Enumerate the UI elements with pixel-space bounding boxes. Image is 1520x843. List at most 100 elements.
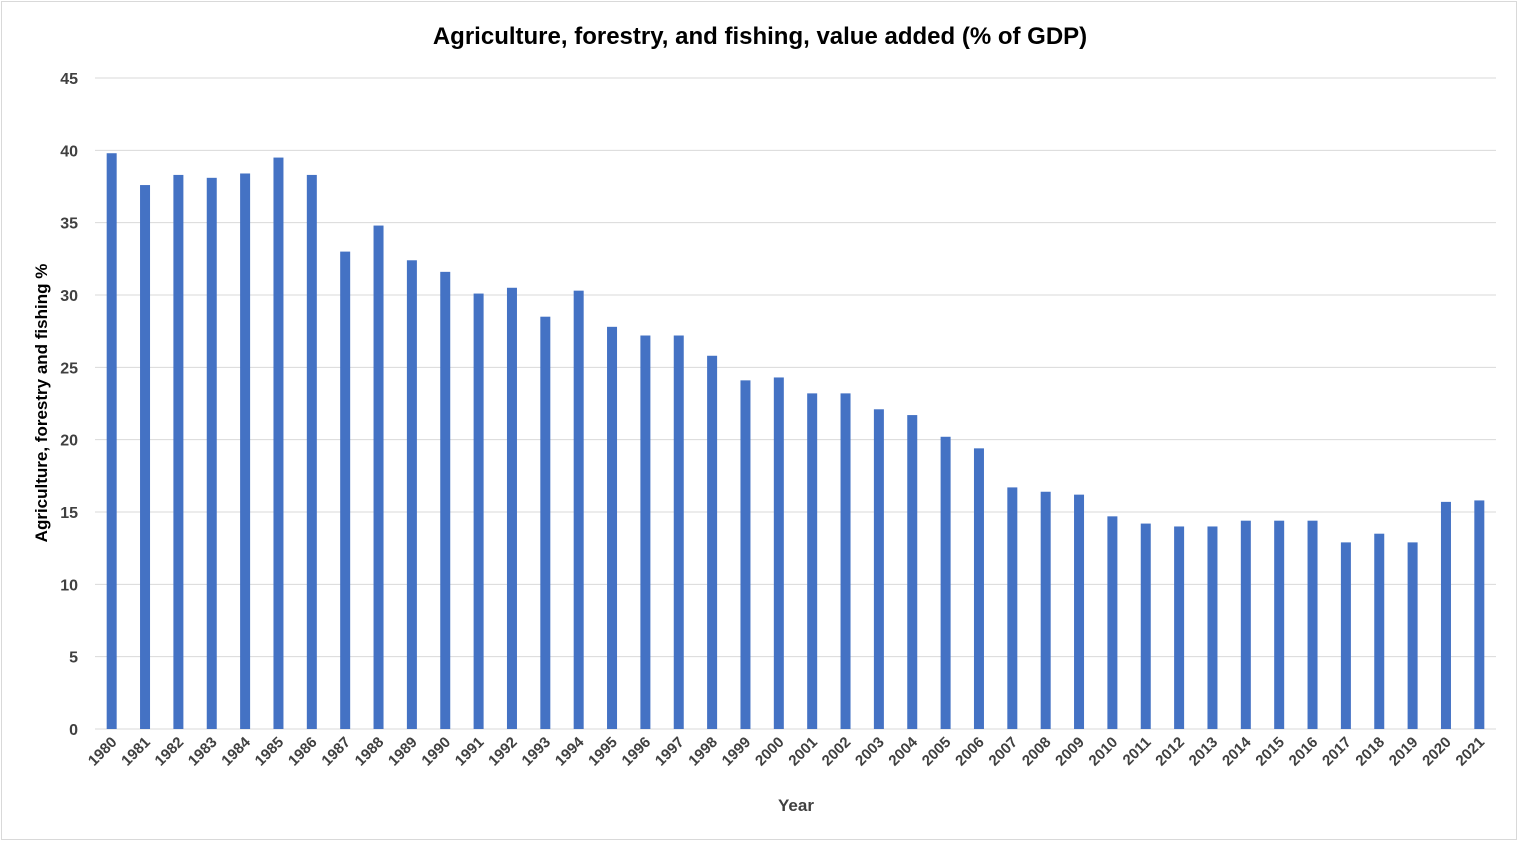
x-tick-label: 2018 xyxy=(1352,734,1388,770)
x-tick-label: 2014 xyxy=(1219,733,1255,769)
x-tick-label: 1994 xyxy=(552,733,588,769)
bar-1992 xyxy=(506,287,517,729)
bar-1988 xyxy=(373,225,384,729)
x-tick-label: 1987 xyxy=(318,734,354,770)
x-tick-label: 2017 xyxy=(1319,734,1355,770)
bar-2017 xyxy=(1340,542,1351,729)
bar-1985 xyxy=(273,157,284,730)
bar-2006 xyxy=(973,448,984,729)
y-axis-label: Agriculture, forestry and fishing % xyxy=(32,264,51,543)
bar-2000 xyxy=(773,377,784,729)
bar-2002 xyxy=(840,393,851,729)
x-tick-label: 1988 xyxy=(352,734,388,770)
bar-2011 xyxy=(1140,523,1151,729)
bars xyxy=(106,153,1485,730)
bar-2004 xyxy=(907,415,918,729)
x-tick-label: 2010 xyxy=(1086,734,1122,770)
x-tick-label: 1992 xyxy=(485,734,521,770)
x-tick-label: 2020 xyxy=(1419,734,1455,770)
x-tick-label: 1982 xyxy=(152,734,188,770)
bar-1998 xyxy=(707,355,718,729)
bar-1987 xyxy=(340,251,351,729)
y-axis-ticks: 0 5 10 15 20 25 30 35 40 45 xyxy=(60,71,78,739)
x-tick-label: 1997 xyxy=(652,734,688,770)
y-tick-label: 25 xyxy=(60,360,78,377)
bar-2001 xyxy=(807,393,818,729)
x-tick-label: 1995 xyxy=(585,734,621,770)
x-tick-label: 2002 xyxy=(819,734,855,770)
y-tick-label: 40 xyxy=(60,143,78,160)
y-tick-label: 20 xyxy=(60,433,78,450)
x-axis-label: Year xyxy=(778,796,814,815)
x-tick-label: 2001 xyxy=(785,734,821,770)
bar-2010 xyxy=(1107,516,1118,729)
bar-1983 xyxy=(206,177,217,729)
y-tick-label: 15 xyxy=(60,505,78,522)
bar-1991 xyxy=(473,293,484,729)
x-tick-label: 1998 xyxy=(685,734,721,770)
x-tick-label: 2003 xyxy=(852,734,888,770)
x-tick-label: 2008 xyxy=(1019,734,1055,770)
gridlines xyxy=(95,77,1496,730)
bar-1999 xyxy=(740,380,751,729)
bar-1994 xyxy=(573,290,584,729)
x-tick-label: 2013 xyxy=(1186,734,1222,770)
bar-1981 xyxy=(140,185,151,729)
bar-1989 xyxy=(406,260,417,729)
bar-1982 xyxy=(173,174,184,730)
bar-2015 xyxy=(1274,520,1285,729)
x-tick-label: 2009 xyxy=(1052,734,1088,770)
bar-1995 xyxy=(607,326,618,729)
x-tick-label: 1999 xyxy=(719,734,755,770)
y-tick-label: 35 xyxy=(60,216,78,233)
x-tick-label: 2000 xyxy=(752,734,788,770)
bar-1980 xyxy=(106,153,117,729)
bar-1993 xyxy=(540,316,551,729)
bar-2013 xyxy=(1207,526,1218,729)
x-tick-label: 2005 xyxy=(919,734,955,770)
x-tick-label: 1986 xyxy=(285,734,321,770)
bar-2019 xyxy=(1407,542,1418,729)
x-tick-label: 2021 xyxy=(1453,734,1489,770)
bar-2012 xyxy=(1174,526,1185,729)
x-tick-label: 1990 xyxy=(418,734,454,770)
x-tick-label: 1991 xyxy=(452,734,488,770)
bar-1984 xyxy=(240,173,251,730)
x-tick-label: 1996 xyxy=(619,734,655,770)
x-tick-label: 2019 xyxy=(1386,734,1422,770)
y-tick-label: 5 xyxy=(69,650,78,667)
y-tick-label: 10 xyxy=(60,577,78,594)
x-tick-label: 1981 xyxy=(118,734,154,770)
x-tick-label: 1989 xyxy=(385,734,421,770)
bar-2008 xyxy=(1040,491,1051,729)
bar-1990 xyxy=(440,271,451,729)
bar-2020 xyxy=(1440,501,1451,729)
x-tick-label: 2012 xyxy=(1152,734,1188,770)
bar-2016 xyxy=(1307,520,1318,729)
x-tick-label: 2015 xyxy=(1252,734,1288,770)
bar-2005 xyxy=(940,436,951,729)
bar-2009 xyxy=(1074,494,1085,729)
x-tick-label: 1980 xyxy=(85,734,121,770)
x-tick-label: 1993 xyxy=(519,734,555,770)
x-tick-label: 2006 xyxy=(952,734,988,770)
x-tick-label: 2011 xyxy=(1120,734,1155,769)
y-tick-label: 30 xyxy=(60,288,78,305)
x-tick-label: 1984 xyxy=(218,733,254,769)
chart-title: Agriculture, forestry, and fishing, valu… xyxy=(433,23,1087,50)
y-tick-label: 0 xyxy=(69,722,78,739)
y-tick-label: 45 xyxy=(60,71,78,88)
bar-2021 xyxy=(1474,500,1485,729)
x-tick-label: 2007 xyxy=(986,734,1022,770)
bar-2014 xyxy=(1240,520,1251,729)
bar-2018 xyxy=(1374,533,1385,729)
bar-1986 xyxy=(306,174,317,730)
x-tick-label: 2016 xyxy=(1286,734,1322,770)
x-axis-ticks: 1980198119821983198419851986198719881989… xyxy=(85,733,1488,769)
bar-2007 xyxy=(1007,487,1018,729)
x-tick-label: 1985 xyxy=(252,734,288,770)
x-tick-label: 1983 xyxy=(185,734,221,770)
bar-1997 xyxy=(673,335,684,729)
